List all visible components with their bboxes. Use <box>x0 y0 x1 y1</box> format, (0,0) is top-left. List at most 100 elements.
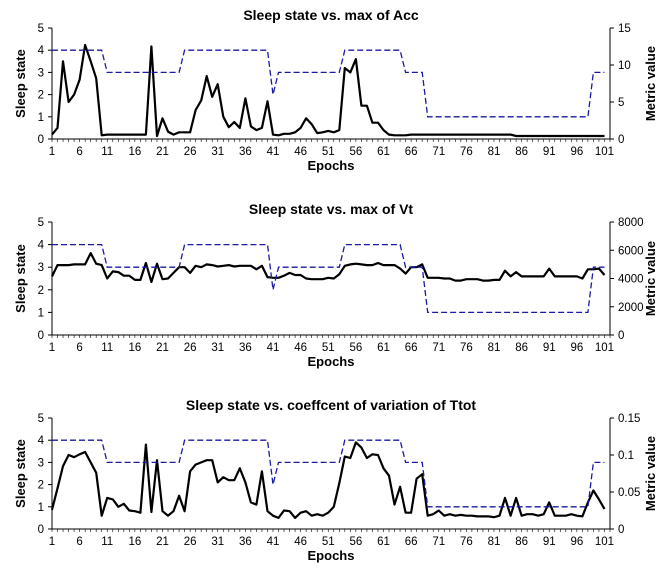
x-tick-label: 66 <box>405 146 418 158</box>
y-tick-label: 3 <box>38 262 44 274</box>
metric-value-line <box>50 441 606 520</box>
x-tick-label: 81 <box>488 342 501 354</box>
sleep-state-line <box>52 49 605 118</box>
sleep-state-line <box>52 439 605 508</box>
x-tick-label: 1 <box>49 536 55 548</box>
x-tick-label: 36 <box>239 342 252 354</box>
x-tick-label: 66 <box>405 536 418 548</box>
y-tick-label: 1 <box>38 502 44 514</box>
x-tick-label: 26 <box>184 536 197 548</box>
y2-axis-label: Metric value <box>643 46 658 121</box>
x-tick-label: 36 <box>239 146 252 158</box>
x-tick-label: 61 <box>377 342 390 354</box>
x-tick-label: 101 <box>595 146 614 158</box>
y2-axis-label: Metric value <box>643 241 658 316</box>
x-tick-label: 46 <box>294 536 307 548</box>
y2-tick-label: 0 <box>618 524 624 536</box>
y2-tick-label: 6000 <box>618 245 644 257</box>
y-tick-label: 0 <box>38 134 44 146</box>
x-tick-label: 26 <box>184 146 197 158</box>
x-tick-label: 51 <box>322 536 335 548</box>
chart-title: Sleep state vs. max of Acc <box>243 7 419 23</box>
x-tick-label: 16 <box>128 536 141 548</box>
x-tick-label: 101 <box>595 536 614 548</box>
y2-tick-label: 0 <box>618 330 624 342</box>
x-tick-label: 96 <box>570 146 583 158</box>
metric-value-line <box>51 43 605 138</box>
x-tick-label: 31 <box>211 146 224 158</box>
x-tick-label: 26 <box>184 342 197 354</box>
x-tick-label: 96 <box>570 536 583 548</box>
x-tick-label: 96 <box>570 342 583 354</box>
x-tick-label: 51 <box>322 342 335 354</box>
chart-panel-2: Sleep state vs. max of Vt012345020004000… <box>13 201 658 369</box>
x-tick-label: 11 <box>101 342 113 354</box>
x-tick-label: 1 <box>49 342 55 354</box>
x-tick-label: 76 <box>460 342 473 354</box>
y-axis-label: Sleep state <box>13 244 28 313</box>
y-tick-label: 3 <box>38 457 44 469</box>
x-axis-label: Epochs <box>308 548 355 563</box>
x-tick-label: 31 <box>211 536 224 548</box>
x-axis-label: Epochs <box>308 354 355 369</box>
x-tick-label: 46 <box>294 146 307 158</box>
x-tick-label: 61 <box>377 536 390 548</box>
x-tick-label: 101 <box>595 342 614 354</box>
x-tick-label: 86 <box>515 536 528 548</box>
y-axis-label: Sleep state <box>13 49 28 118</box>
x-tick-label: 36 <box>239 536 252 548</box>
y-tick-label: 5 <box>38 23 44 35</box>
y2-tick-label: 0 <box>618 134 624 146</box>
x-tick-label: 56 <box>349 536 362 548</box>
y2-tick-label: 8000 <box>618 217 644 229</box>
y-tick-label: 1 <box>38 112 44 124</box>
y-tick-label: 4 <box>38 435 45 447</box>
chart-title: Sleep state vs. max of Vt <box>249 201 414 217</box>
x-tick-label: 6 <box>76 342 82 354</box>
x-tick-label: 1 <box>49 146 55 158</box>
y-tick-label: 0 <box>38 524 44 536</box>
x-tick-label: 11 <box>101 536 113 548</box>
y-tick-label: 2 <box>38 480 44 492</box>
x-tick-label: 91 <box>543 342 556 354</box>
x-tick-label: 61 <box>377 146 390 158</box>
x-tick-label: 81 <box>488 146 501 158</box>
chart-panel-3: Sleep state vs. coeffcent of variation o… <box>13 397 658 563</box>
y-tick-label: 5 <box>38 413 44 425</box>
y2-tick-label: 2000 <box>618 302 644 314</box>
x-tick-label: 6 <box>76 536 82 548</box>
x-tick-label: 41 <box>267 536 280 548</box>
x-tick-label: 81 <box>488 536 501 548</box>
y-axis-label: Sleep state <box>13 439 28 508</box>
x-tick-label: 71 <box>432 342 445 354</box>
x-tick-label: 91 <box>543 536 556 548</box>
x-tick-label: 41 <box>267 342 280 354</box>
y2-tick-label: 0.05 <box>618 487 640 499</box>
y-tick-label: 0 <box>38 330 44 342</box>
y-tick-label: 2 <box>38 285 44 297</box>
x-tick-label: 31 <box>211 342 224 354</box>
x-tick-label: 51 <box>322 146 335 158</box>
x-tick-label: 71 <box>432 536 445 548</box>
y-tick-label: 5 <box>38 217 44 229</box>
x-tick-label: 91 <box>543 146 556 158</box>
metric-value-line <box>51 252 606 284</box>
y-tick-label: 2 <box>38 90 44 102</box>
x-tick-label: 86 <box>515 342 528 354</box>
x-tick-label: 56 <box>349 146 362 158</box>
x-tick-label: 11 <box>101 146 113 158</box>
y2-tick-label: 5 <box>618 97 624 109</box>
x-tick-label: 41 <box>267 146 280 158</box>
chart-title: Sleep state vs. coeffcent of variation o… <box>186 397 477 413</box>
y2-tick-label: 10 <box>618 60 631 72</box>
x-axis-label: Epochs <box>308 158 355 173</box>
x-tick-label: 21 <box>156 146 169 158</box>
x-tick-label: 76 <box>460 536 473 548</box>
x-tick-label: 21 <box>156 536 169 548</box>
x-tick-label: 66 <box>405 342 418 354</box>
y-tick-label: 3 <box>38 67 44 79</box>
y2-tick-label: 0.1 <box>618 450 634 462</box>
sleep-state-line <box>52 243 605 314</box>
